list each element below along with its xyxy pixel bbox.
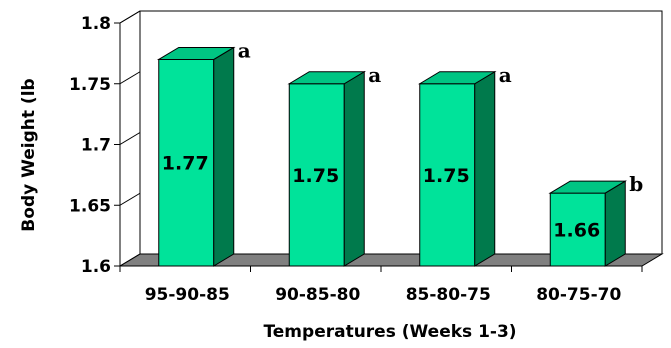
y-tick-depth — [119, 71, 141, 85]
y-axis: 1.6 1.65 1.7 1.75 1.8 — [69, 10, 141, 277]
y-tick-label: 1.7 — [81, 136, 111, 156]
x-tick-label: 85-80-75 — [406, 285, 491, 305]
bar: 1.77 a — [156, 38, 251, 267]
data-label: 1.75 — [423, 165, 470, 187]
bar-front — [158, 58, 215, 267]
bar-front — [549, 192, 606, 267]
y-tick-depth — [119, 132, 141, 145]
bar-top — [417, 71, 497, 85]
y-tick-label: 1.8 — [81, 14, 111, 34]
data-label: 1.66 — [553, 220, 600, 242]
bar: 1.75 a — [287, 63, 381, 267]
y-tick-label: 1.65 — [69, 196, 111, 216]
y-axis-title: Body Weight (lb — [19, 78, 39, 231]
x-axis: 95-90-85 90-85-80 85-80-75 80-75-70 — [119, 265, 643, 305]
data-label: 1.75 — [292, 165, 339, 187]
significance-letter: a — [368, 63, 381, 87]
y-tick-depth — [119, 192, 141, 206]
bar: 1.75 a — [417, 63, 512, 267]
bar-top — [156, 46, 236, 60]
x-tick-label: 80-75-70 — [536, 285, 621, 305]
bar-side — [604, 180, 626, 267]
bar-front — [419, 83, 476, 267]
y-tick-label: 1.6 — [81, 257, 111, 277]
bar-side — [474, 70, 496, 267]
y-tick-label: 1.75 — [69, 75, 111, 95]
bar-front — [288, 83, 345, 267]
x-tick-label: 90-85-80 — [275, 285, 360, 305]
bar-top — [287, 71, 367, 85]
y-tick-depth — [119, 10, 141, 24]
data-label: 1.77 — [162, 153, 209, 175]
y-tick-depth — [119, 253, 141, 267]
bar-side — [343, 70, 365, 267]
bar-top — [548, 180, 628, 194]
bar: 1.66 b — [548, 172, 643, 267]
significance-letter: a — [238, 38, 251, 62]
bar-series: 1.77 a 1.75 a 1.75 a 1.66 b — [156, 38, 643, 267]
x-tick-label: 95-90-85 — [145, 285, 230, 305]
significance-letter: a — [499, 63, 512, 87]
bar-side — [213, 46, 235, 267]
significance-letter: b — [629, 172, 643, 196]
x-axis-title: Temperatures (Weeks 1-3) — [263, 322, 516, 342]
